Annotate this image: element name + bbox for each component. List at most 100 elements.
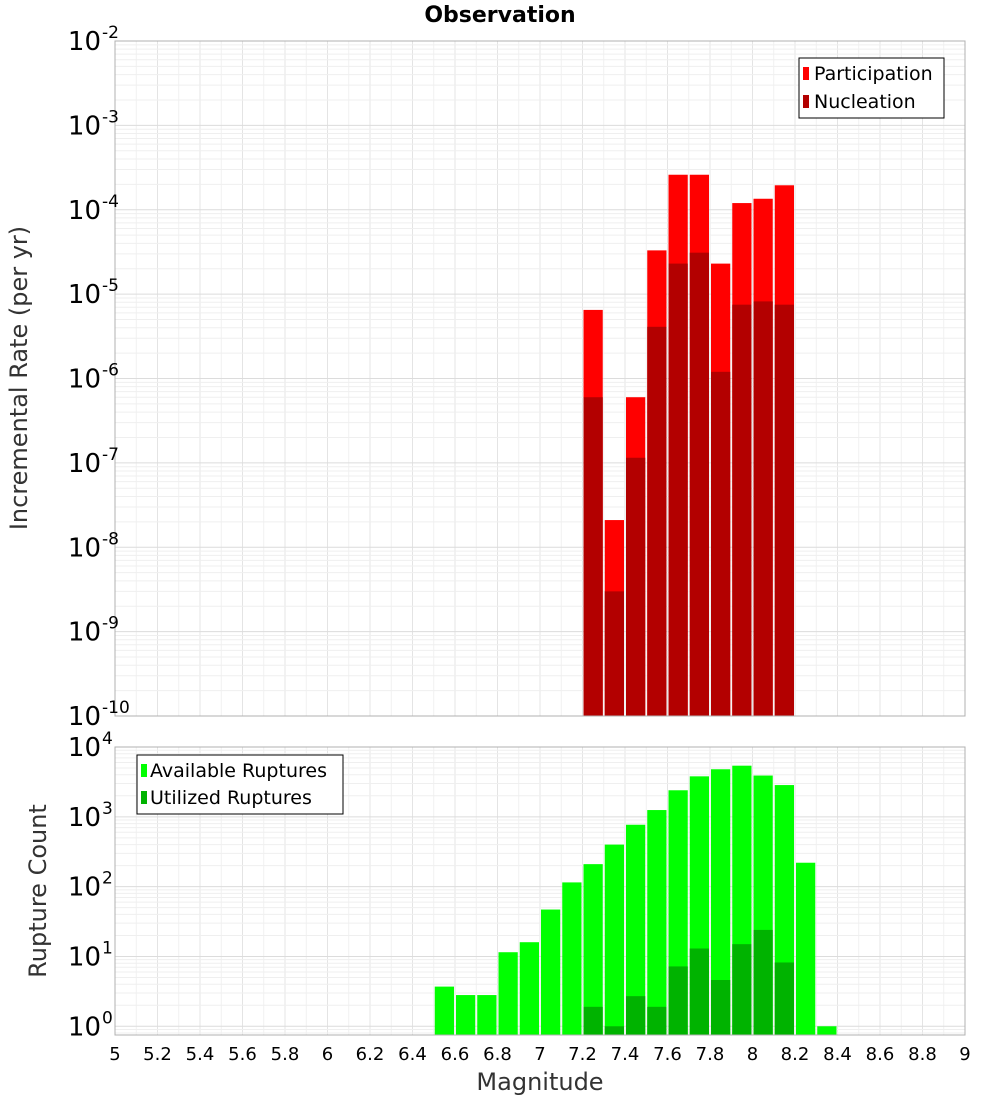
- x-tick-label: 5.8: [271, 1044, 300, 1065]
- bottom-bar-available-ruptures: [583, 864, 603, 1035]
- x-tick-label: 7.4: [611, 1044, 640, 1065]
- x-tick-label: 8.8: [908, 1044, 937, 1065]
- bottom-bar-utilized-ruptures: [604, 1026, 624, 1035]
- top-bar-nucleation: [583, 397, 603, 716]
- top-bar-nucleation: [604, 591, 624, 716]
- top-y-tick-exponent: -10: [102, 698, 130, 718]
- x-tick-label: 5.2: [143, 1044, 172, 1065]
- bottom-bar-utilized-ruptures: [583, 1006, 603, 1035]
- top-y-tick-label: 10: [68, 702, 101, 732]
- bottom-bar-available-ruptures: [541, 909, 561, 1035]
- top-y-tick-label: 10: [68, 196, 101, 226]
- x-tick-label: 6.8: [483, 1044, 512, 1065]
- top-y-tick-exponent: -8: [102, 529, 119, 549]
- top-y-tick-exponent: -9: [102, 614, 119, 634]
- x-tick-label: 8.2: [781, 1044, 810, 1065]
- x-tick-label: 6: [322, 1044, 333, 1065]
- x-tick-label: 8.4: [823, 1044, 852, 1065]
- top-bar-nucleation: [774, 304, 794, 716]
- top-plot-border: [114, 40, 966, 717]
- top-y-tick-label: 10: [68, 533, 101, 563]
- bottom-bar-available-ruptures: [562, 882, 582, 1035]
- x-tick-labels: 5 5.2 5.4 5.6 5.8 6 6.2 6.4 6.6 6.8 7 7.2 7.4 7.6 7.8 8…: [109, 1044, 970, 1065]
- top-bar-nucleation: [753, 301, 773, 716]
- bottom-bar-utilized-ruptures: [774, 962, 794, 1035]
- top-bar-nucleation: [689, 252, 709, 716]
- top-y-tick-exponent: -2: [102, 23, 119, 43]
- legend-label-nucleation: Nucleation: [814, 91, 916, 113]
- bottom-y-tick-label: 10: [68, 1012, 101, 1042]
- top-y-tick-exponent: -7: [102, 445, 119, 465]
- bottom-bar-utilized-ruptures: [689, 948, 709, 1035]
- x-tick-label: 8: [747, 1044, 758, 1065]
- x-tick-label: 7.8: [696, 1044, 725, 1065]
- top-y-tick-label: 10: [68, 27, 101, 57]
- bottom-y-tick-exponent: 0: [102, 1008, 113, 1028]
- top-y-tick-label: 10: [68, 280, 101, 310]
- bottom-y-tick-exponent: 1: [102, 938, 113, 958]
- top-y-tick-exponent: -4: [102, 192, 119, 212]
- bottom-bar-available-ruptures: [477, 995, 497, 1035]
- bottom-bar-available-ruptures: [519, 942, 539, 1035]
- x-tick-label: 9: [959, 1044, 970, 1065]
- bottom-bar-available-ruptures: [498, 952, 518, 1035]
- x-tick-label: 7.2: [568, 1044, 597, 1065]
- top-bar-nucleation: [711, 371, 731, 716]
- x-tick-label: 7: [534, 1044, 545, 1065]
- legend-label-participation: Participation: [814, 63, 933, 85]
- top-y-tick-label: 10: [68, 449, 101, 479]
- bottom-y-axis-label: Rupture Count: [24, 804, 52, 978]
- x-tick-label: 6.6: [441, 1044, 470, 1065]
- legend-swatch-nucleation: [803, 95, 809, 108]
- x-tick-label: 6.4: [398, 1044, 427, 1065]
- x-tick-label: 6.2: [356, 1044, 385, 1065]
- top-bar-nucleation: [668, 263, 688, 716]
- bottom-bars: [434, 765, 837, 1035]
- bottom-bar-available-ruptures: [626, 824, 646, 1035]
- bottom-bar-available-ruptures: [711, 769, 731, 1035]
- top-y-tick-exponent: -3: [102, 107, 119, 127]
- top-bars: [583, 174, 794, 717]
- bottom-legend: Available Ruptures Utilized Ruptures: [136, 754, 344, 815]
- top-y-tick-exponent: -5: [102, 276, 119, 296]
- top-legend: Participation Nucleation: [798, 57, 945, 119]
- x-tick-label: 7.6: [653, 1044, 682, 1065]
- bottom-bar-available-ruptures: [604, 844, 624, 1035]
- bottom-y-tick-label: 10: [68, 803, 101, 833]
- bottom-grid: [114, 747, 966, 1035]
- top-y-tick-label: 10: [68, 365, 101, 395]
- bottom-plot-border: [114, 746, 966, 1036]
- x-tick-label: 5.6: [228, 1044, 257, 1065]
- x-tick-label: 5: [109, 1044, 120, 1065]
- legend-swatch-utilized-ruptures: [141, 791, 147, 804]
- bottom-bar-available-ruptures: [817, 1026, 837, 1035]
- bottom-bar-available-ruptures: [647, 810, 667, 1035]
- legend-label-utilized-ruptures: Utilized Ruptures: [150, 787, 312, 809]
- top-bar-nucleation: [732, 304, 752, 716]
- bottom-y-tick-exponent: 2: [102, 869, 113, 889]
- legend-swatch-participation: [803, 67, 809, 80]
- bottom-bar-utilized-ruptures: [753, 929, 773, 1035]
- bottom-y-tick-label: 10: [68, 733, 101, 763]
- bottom-bar-utilized-ruptures: [647, 1006, 667, 1035]
- bottom-y-tick-label: 10: [68, 873, 101, 903]
- bottom-bar-utilized-ruptures: [668, 966, 688, 1035]
- bottom-y-tick-exponent: 3: [102, 799, 113, 819]
- bottom-bar-available-ruptures: [434, 986, 454, 1035]
- bottom-bar-available-ruptures: [796, 862, 816, 1035]
- top-grid: [114, 41, 966, 717]
- top-y-tick-label: 10: [68, 111, 101, 141]
- bottom-y-tick-label: 10: [68, 942, 101, 972]
- bottom-bar-utilized-ruptures: [711, 980, 731, 1035]
- x-tick-label: 5.4: [186, 1044, 215, 1065]
- top-y-axis-label: Incremental Rate (per yr): [5, 226, 33, 530]
- top-legend-box: [798, 57, 945, 119]
- x-tick-label: 8.6: [866, 1044, 895, 1065]
- legend-label-available-ruptures: Available Ruptures: [150, 760, 327, 782]
- top-y-tick-exponent: -6: [102, 361, 119, 381]
- top-bar-nucleation: [647, 326, 667, 716]
- bottom-legend-box: [136, 754, 344, 815]
